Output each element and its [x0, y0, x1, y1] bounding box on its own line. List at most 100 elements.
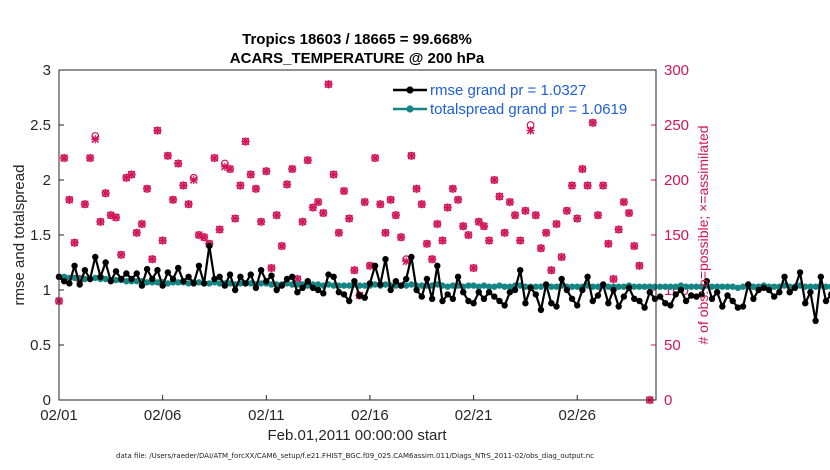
rmse-point [729, 297, 736, 305]
obs-assimilated-point [60, 153, 69, 163]
rmse-point [589, 297, 596, 305]
rmse-point [60, 278, 68, 285]
rmse-point [200, 280, 208, 287]
obs-assimilated-point [277, 241, 286, 251]
totalspread-point [143, 279, 151, 286]
rmse-point [605, 300, 612, 307]
rmse-point [92, 253, 99, 261]
obs-assimilated-point [101, 189, 110, 198]
totalspread-point [672, 283, 679, 290]
totalspread-point [620, 283, 628, 290]
obs-assimilated-point [91, 135, 100, 144]
totalspread-point [257, 280, 265, 287]
totalspread-point [112, 276, 120, 284]
totalspread-point [314, 281, 322, 288]
y-tick-label: 1.5 [30, 227, 51, 244]
totalspread-point [195, 279, 203, 286]
y-tick-label: 0.5 [30, 337, 51, 354]
obs-assimilated-point [552, 219, 561, 229]
chart-title-line1: Tropics 18603 / 18665 = 99.668% [242, 31, 472, 48]
totalspread-point [470, 282, 477, 289]
rmse-point [610, 286, 617, 294]
totalspread-point [346, 282, 353, 289]
y-right-tick-label: 300 [664, 62, 689, 79]
totalspread-point [71, 274, 78, 282]
rmse-point [299, 284, 306, 291]
rmse-point [511, 286, 519, 294]
y-tick-label: 0 [43, 392, 51, 409]
rmse-point [796, 269, 804, 276]
obs-assimilated-point [262, 167, 271, 176]
obs-assimilated-point [422, 239, 432, 248]
obs-assimilated-point [500, 228, 509, 237]
totalspread-point [537, 283, 545, 290]
obs-assimilated-point [282, 180, 292, 189]
totalspread-point [465, 282, 472, 289]
obs-assimilated-point [184, 200, 193, 209]
rmse-series [55, 242, 830, 324]
obs-assimilated-point [521, 206, 530, 215]
obs-assimilated-point [567, 181, 577, 190]
obs-assimilated-point [96, 217, 105, 226]
obs-assimilated-point [624, 208, 634, 218]
rmse-point [480, 295, 488, 302]
totalspread-point [496, 282, 503, 289]
totalspread-point [594, 283, 602, 290]
rmse-point [548, 300, 555, 307]
rmse-point [154, 267, 161, 274]
y-right-tick-label: 250 [664, 117, 689, 134]
rmse-point [522, 300, 529, 307]
obs-assimilated-point [215, 225, 224, 234]
obs-assimilated-point [246, 170, 255, 179]
rmse-point [594, 292, 602, 299]
totalspread-point [548, 283, 555, 290]
legend: rmse grand pr = 1.0327 totalspread grand… [393, 82, 627, 118]
rmse-point [532, 291, 539, 298]
rmse-point [460, 289, 467, 296]
rmse-point [470, 300, 477, 307]
obs-assimilated-point [70, 238, 79, 247]
rmse-point [475, 289, 482, 296]
obs-assimilated-point [298, 217, 307, 226]
totalspread-point [185, 280, 192, 287]
obs-assimilated-point [360, 197, 369, 207]
obs-assimilated-point [210, 153, 219, 163]
obs-assimilated-series [54, 80, 654, 405]
obs-assimilated-point [453, 195, 463, 204]
y-axis-label: rmse and totalspread [11, 165, 28, 306]
x-axis: 02/01 02/06 02/11 02/16 02/21 02/26 [40, 395, 596, 424]
rmse-point [584, 273, 591, 280]
x-tick-label: 02/26 [558, 407, 596, 424]
rmse-point [247, 271, 254, 278]
rmse-point [403, 275, 410, 283]
plot-area [59, 70, 656, 400]
obs-assimilated-point [495, 192, 504, 201]
rmse-point [672, 291, 679, 298]
rmse-point [439, 297, 446, 305]
totalspread-point [506, 283, 514, 290]
rmse-point [693, 293, 700, 300]
totalspread-point [646, 283, 653, 290]
obs-assimilated-point [536, 244, 546, 253]
totalspread-point [444, 283, 451, 290]
rmse-point [734, 304, 742, 311]
obs-assimilated-point [619, 197, 628, 207]
rmse-point [304, 278, 311, 285]
obs-assimilated-point [583, 181, 592, 190]
rmse-point [211, 275, 218, 283]
x-tick-label: 02/11 [248, 407, 284, 424]
rmse-point [553, 303, 560, 310]
obs-assimilated-point [288, 164, 297, 174]
obs-assimilated-point [200, 233, 209, 242]
rmse-point [294, 289, 301, 296]
totalspread-point [418, 282, 425, 289]
totalspread-point [615, 283, 622, 290]
rmse-point [371, 262, 379, 269]
obs-assimilated-point [542, 228, 551, 237]
rmse-point [491, 293, 498, 300]
totalspread-point [662, 283, 669, 290]
rmse-point [620, 293, 628, 300]
rmse-point [382, 256, 389, 263]
rmse-point [81, 267, 89, 274]
